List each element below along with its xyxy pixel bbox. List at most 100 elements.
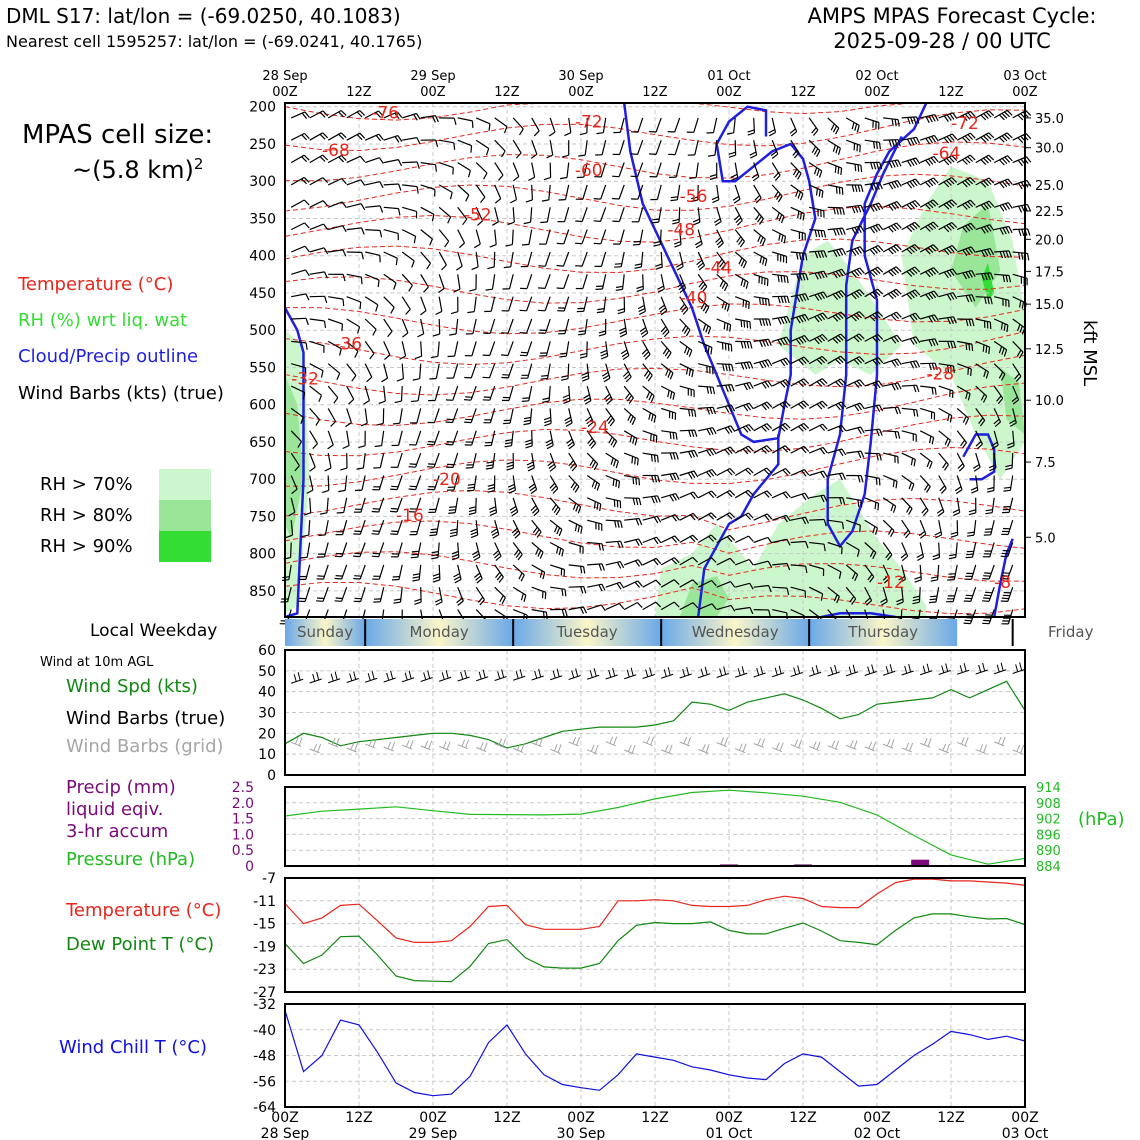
- wind-barb: [637, 162, 644, 177]
- wind-barb-flags: [681, 325, 691, 337]
- wind-barb-flags: [650, 433, 658, 443]
- wind-barb-flags: [980, 248, 995, 258]
- wind-barb-flags: [434, 164, 437, 172]
- wind-barb-flags: [962, 416, 970, 425]
- wind-barb-flags: [751, 173, 760, 182]
- wind-barb: [457, 184, 470, 196]
- wind-barb-flags: [492, 550, 502, 562]
- hpa-unit-label: (hPa): [1078, 809, 1125, 830]
- wind-barb: [901, 452, 916, 460]
- wind-barb: [401, 229, 416, 237]
- wind-barb-true: [883, 664, 896, 676]
- wind-barb-flags: [564, 132, 572, 137]
- wind-barb: [772, 586, 788, 589]
- wind-barb: [772, 295, 788, 298]
- wind-barb-grid: [845, 740, 858, 750]
- wind-barb: [438, 162, 454, 169]
- wind-barb-flags: [427, 440, 436, 446]
- wind-barb-flags: [581, 372, 590, 382]
- wind-barb-flags: [890, 311, 902, 321]
- wind-barb: [383, 296, 395, 308]
- wind-barb-flags: [851, 289, 865, 300]
- wind-barb-flags: [683, 346, 693, 358]
- wind-barb-grid: [790, 739, 803, 749]
- wind-barb: [566, 162, 570, 178]
- wind-barb-flags: [984, 296, 993, 305]
- wind-barb-flags: [859, 525, 861, 533]
- wind-barb: [658, 207, 662, 223]
- wind-barb: [420, 229, 433, 240]
- wind-barb-flags: [614, 263, 622, 268]
- wind-barb: [990, 520, 995, 535]
- wind-barb: [327, 475, 330, 491]
- wind-barb-grid: [716, 737, 729, 748]
- wind-barb: [489, 341, 496, 356]
- wind-barb-flags: [477, 596, 485, 606]
- wind-barb-flags: [294, 465, 300, 472]
- wind-barb: [955, 542, 958, 558]
- wind-barb: [790, 206, 805, 215]
- wind-barb-flags: [379, 230, 383, 238]
- wind-barb-flags: [579, 606, 588, 615]
- wind-barb-flags: [729, 557, 736, 564]
- wind-barb-flags: [356, 467, 364, 470]
- wind-barb-flags: [470, 528, 478, 539]
- wind-barb-flags: [816, 400, 828, 410]
- wind-barb-flags: [743, 402, 754, 412]
- wind-barb: [734, 489, 749, 499]
- wind-barb: [291, 317, 307, 320]
- wind-barb-flags: [477, 220, 483, 226]
- wind-barb-flags: [560, 568, 565, 577]
- wind-barb: [753, 401, 768, 409]
- wind-barb-flags: [620, 349, 630, 360]
- wind-barb-flags: [480, 196, 486, 203]
- wind-barb-flags: [627, 414, 636, 425]
- wind-barb-flags: [692, 556, 699, 563]
- wind-barb: [655, 117, 662, 133]
- wind-barb-flags: [777, 336, 791, 346]
- wind-barb-flags: [545, 439, 554, 450]
- wind-barb-flags: [986, 486, 995, 493]
- wind-barb: [679, 579, 693, 588]
- weekday-label: Wednesday: [692, 623, 779, 641]
- wind-barb-flags: [798, 232, 806, 241]
- wind-barb-flags: [521, 243, 530, 246]
- temperature-contour: [284, 382, 1026, 426]
- wind-barb: [511, 430, 514, 446]
- wind-barb-flags: [568, 460, 578, 472]
- wind-barb-flags: [521, 397, 530, 402]
- bottom-time-label: 00Z: [419, 1110, 446, 1126]
- wind-barb-flags: [853, 379, 865, 388]
- wind-barb-flags: [564, 416, 573, 427]
- wind-barb: [475, 586, 485, 601]
- wind-barb-flags: [730, 173, 738, 181]
- wind-barb-flags: [322, 177, 329, 184]
- wind-barb-flags: [657, 285, 665, 293]
- wind-barb: [809, 564, 824, 570]
- wind-barb-flags: [700, 302, 710, 314]
- wind-barb-flags: [303, 199, 310, 206]
- wind-barb: [420, 251, 431, 264]
- wind-barb-flags: [704, 344, 713, 355]
- wind-barb-flags: [596, 132, 604, 135]
- wind-panel-tick-label: 50: [258, 664, 276, 680]
- wind-barb: [845, 117, 860, 126]
- wind-barb-flags: [375, 110, 384, 118]
- wind-barb: [938, 475, 947, 489]
- wind-barb: [309, 408, 321, 420]
- wind-barb-flags: [412, 573, 420, 582]
- wind-barb-flags: [778, 233, 787, 244]
- wind-barb-flags: [906, 178, 921, 189]
- wind-barb-flags: [342, 299, 345, 307]
- wind-barb: [398, 430, 403, 446]
- wind-barb: [790, 564, 806, 567]
- wind-barb-flags: [914, 576, 922, 583]
- wind-barb: [808, 586, 823, 595]
- temp-panel-tick-label: -7: [262, 871, 276, 887]
- wind-barb-flags: [399, 355, 406, 360]
- wind-barb-flags: [757, 235, 766, 246]
- wind-barb: [291, 363, 306, 369]
- wind-barb-flags: [998, 109, 1013, 121]
- wind-barb: [341, 564, 348, 580]
- wind-barb-flags: [814, 312, 828, 323]
